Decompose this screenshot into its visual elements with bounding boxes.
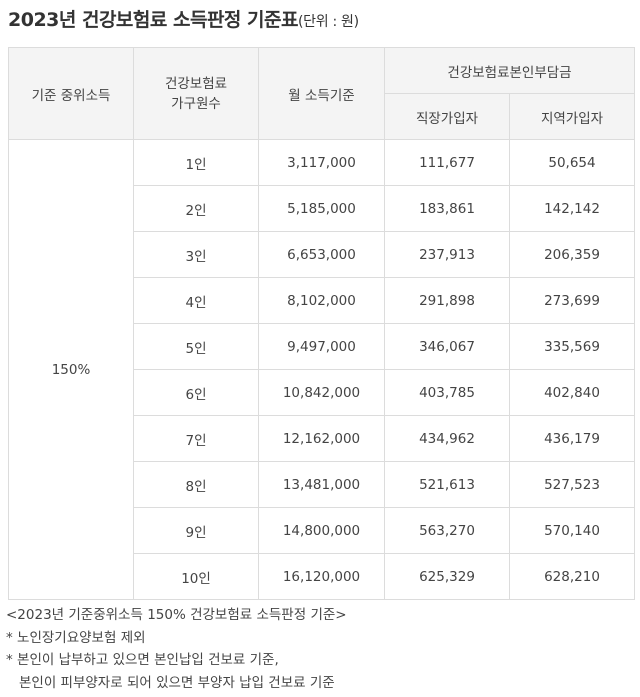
income-cell: 14,800,000 (258, 507, 385, 554)
regional-premium-cell: 335,569 (508, 323, 636, 370)
header-monthly-income: 월 소득기준 (258, 47, 385, 140)
income-cell: 6,653,000 (258, 231, 385, 278)
members-cell: 9인 (133, 507, 259, 554)
page-title-area: 2023년 건강보험료 소득판정 기준표(단위 : 원) (8, 6, 628, 36)
income-cell: 16,120,000 (258, 553, 385, 600)
employee-premium-cell: 291,898 (384, 277, 510, 324)
regional-premium-cell: 273,699 (508, 277, 636, 324)
header-median-income: 기준 중위소득 (8, 47, 134, 140)
members-cell: 10인 (133, 553, 259, 600)
regional-premium-cell: 570,140 (508, 507, 636, 554)
members-cell: 8인 (133, 461, 259, 508)
members-cell: 7인 (133, 415, 259, 462)
footnote-basis: * 본인이 납부하고 있으면 본인납입 건보료 기준, (6, 652, 279, 668)
employee-premium-cell: 434,962 (384, 415, 510, 462)
income-cell: 8,102,000 (258, 277, 385, 324)
regional-premium-cell: 206,359 (508, 231, 636, 278)
header-row: 기준 중위소득 건강보험료 가구원수 월 소득기준 건강보험료본인부담금 (8, 47, 636, 140)
header-employee-subscriber: 직장가입자 (384, 93, 510, 140)
income-cell: 9,497,000 (258, 323, 385, 370)
members-cell: 6인 (133, 369, 259, 416)
employee-premium-cell: 183,861 (384, 185, 510, 232)
members-cell: 2인 (133, 185, 259, 232)
footnote-exclusion: * 노인장기요양보험 제외 (6, 629, 146, 646)
regional-premium-cell: 527,523 (508, 461, 636, 508)
median-income-cell: 150% (8, 139, 134, 600)
unit-label: (단위 : 원) (297, 14, 359, 30)
header-premium-group: 건강보험료본인부담금 (383, 47, 636, 94)
footnote-caption: <2023년 기준중위소득 150% 건강보험료 소득판정 기준> (6, 607, 347, 623)
members-cell: 3인 (133, 231, 259, 278)
page-title: 2023년 건강보험료 소득판정 기준표(단위 : 원) (8, 6, 359, 36)
regional-premium-cell: 142,142 (508, 185, 636, 232)
income-standard-table: 기준 중위소득 건강보험료 가구원수 월 소득기준 건강보험료본인부담금 직장가… (8, 47, 636, 600)
header-household-line2: 가구원수 (171, 95, 221, 112)
income-cell: 3,117,000 (258, 139, 385, 186)
regional-premium-cell: 50,654 (508, 139, 636, 186)
employee-premium-cell: 521,613 (384, 461, 510, 508)
table-row: 8인 13,481,000 521,613 527,523 (9, 461, 636, 508)
table-row: 2인 5,185,000 183,861 142,142 (9, 185, 636, 232)
income-cell: 10,842,000 (258, 369, 385, 416)
subheader-row: 직장가입자 지역가입자 (9, 93, 636, 140)
table-row: 6인 10,842,000 403,785 402,840 (9, 369, 636, 416)
members-cell: 5인 (133, 323, 259, 370)
table-row: 9인 14,800,000 563,270 570,140 (9, 507, 636, 554)
footnote-basis-continued: 본인이 피부양자로 되어 있으면 부양자 납입 건보료 기준 (19, 674, 335, 691)
table-row: 150% 1인 3,117,000 111,677 50,654 (8, 139, 636, 600)
page-title-text: 2023년 건강보험료 소득판정 기준표 (8, 9, 298, 31)
footnotes: <2023년 기준중위소득 150% 건강보험료 소득판정 기준> * 노인장기… (6, 604, 634, 694)
members-cell: 1인 (133, 139, 259, 186)
income-cell: 12,162,000 (258, 415, 385, 462)
regional-premium-cell: 402,840 (508, 369, 636, 416)
employee-premium-cell: 563,270 (384, 507, 510, 554)
employee-premium-cell: 346,067 (384, 323, 510, 370)
header-household-members: 건강보험료 가구원수 (133, 47, 259, 140)
table-row: 7인 12,162,000 434,962 436,179 (9, 415, 636, 462)
employee-premium-cell: 403,785 (384, 369, 510, 416)
members-cell: 4인 (133, 277, 259, 324)
regional-premium-cell: 436,179 (508, 415, 636, 462)
employee-premium-cell: 237,913 (384, 231, 510, 278)
header-regional-subscriber: 지역가입자 (508, 93, 636, 140)
income-cell: 5,185,000 (258, 185, 385, 232)
income-cell: 13,481,000 (258, 461, 385, 508)
employee-premium-cell: 625,329 (384, 553, 510, 600)
table-row: 4인 8,102,000 291,898 273,699 (9, 277, 636, 324)
employee-premium-cell: 111,677 (384, 139, 510, 186)
table-row: 3인 6,653,000 237,913 206,359 (9, 231, 636, 278)
table-row: 10인 16,120,000 625,329 628,210 (9, 553, 636, 600)
regional-premium-cell: 628,210 (508, 553, 636, 600)
header-household-line1: 건강보험료 (164, 75, 228, 92)
